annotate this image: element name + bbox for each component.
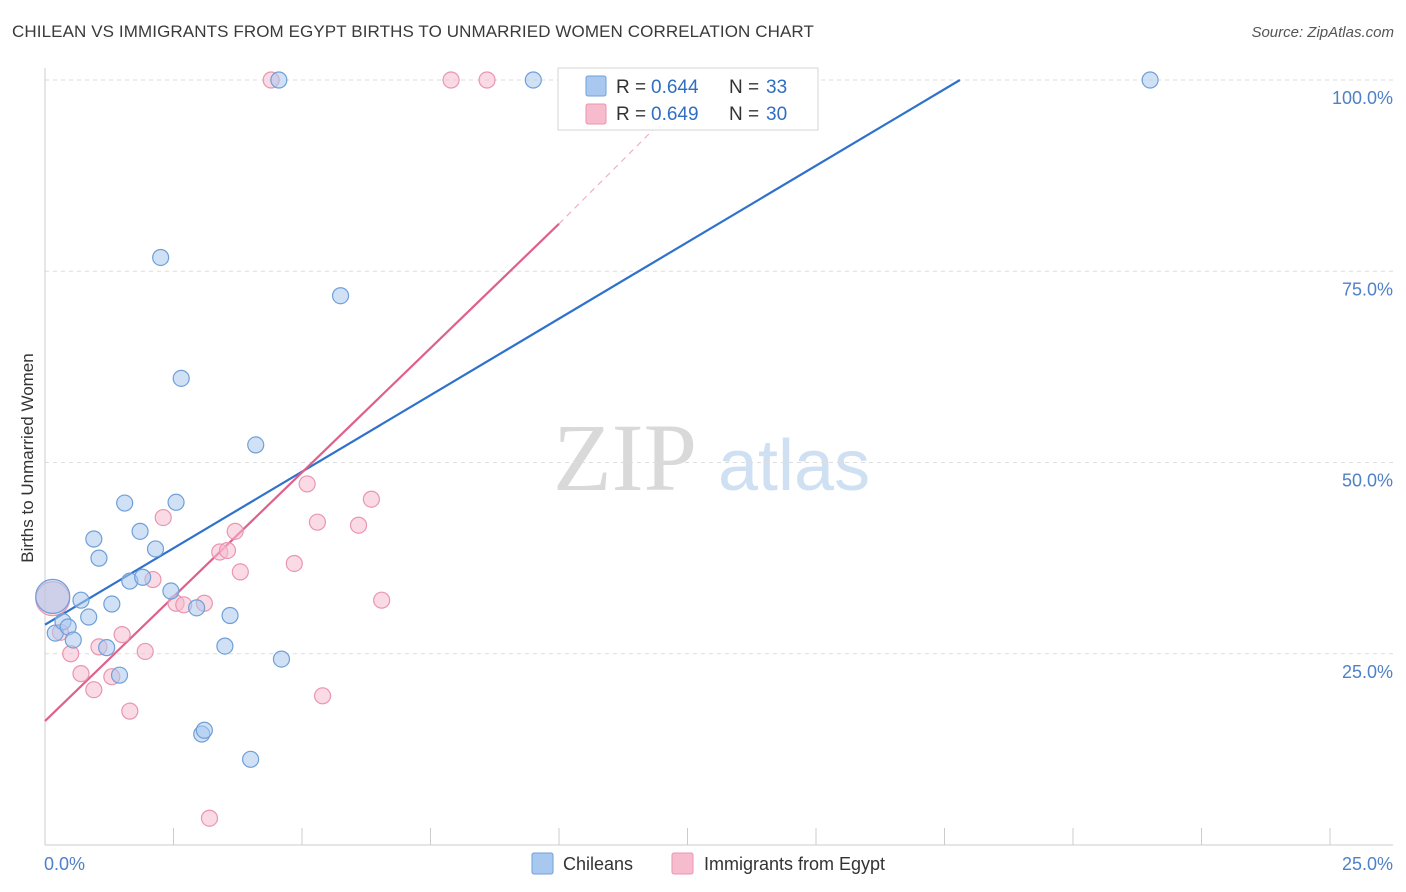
y-axis-label: Births to Unmarried Women — [18, 353, 37, 562]
y-tick-labels: 25.0% 50.0% 75.0% 100.0% — [1332, 88, 1393, 682]
point-chileans-26 — [242, 750, 260, 768]
point-chileans-8 — [90, 549, 108, 567]
x-tick-label-start: 0.0% — [44, 854, 85, 874]
legend-n-value-egypt: 30 — [766, 104, 787, 125]
point-egypt-15 — [200, 809, 219, 827]
point-chileans-9 — [98, 639, 116, 657]
point-chileans-7 — [85, 530, 103, 548]
legend-n-label-egypt: N = — [729, 104, 759, 125]
bottom-legend-label-chileans: Chileans — [563, 854, 633, 874]
point-chileans-18 — [162, 582, 180, 600]
point-chileans-25 — [221, 606, 239, 625]
legend-swatch-chileans — [585, 75, 607, 97]
point-egypt-27 — [373, 591, 391, 609]
watermark-atlas: atlas — [718, 426, 870, 506]
data-points — [35, 71, 1159, 827]
y-tick-label-100: 100.0% — [1332, 88, 1393, 108]
point-chileans-28 — [270, 71, 288, 89]
legend-r-value-egypt: 0.649 — [651, 104, 699, 125]
point-chileans-32 — [1141, 71, 1159, 89]
y-tick-label-50: 50.0% — [1342, 471, 1393, 491]
point-chileans-21 — [188, 599, 206, 617]
y-tick-label-25: 25.0% — [1342, 662, 1393, 682]
trend-line-egypt — [44, 223, 560, 722]
bottom-legend-swatch-egypt — [671, 852, 694, 875]
point-chileans-27 — [247, 436, 265, 454]
point-egypt-9 — [136, 642, 154, 661]
bottom-legend-label-egypt: Immigrants from Egypt — [704, 854, 885, 874]
x-tick-label-end: 25.0% — [1342, 854, 1393, 874]
point-chileans-31 — [524, 71, 542, 89]
legend-n-value-chileans: 33 — [766, 77, 787, 98]
trend-lines — [44, 79, 961, 722]
point-chileans-5 — [72, 591, 90, 609]
bottom-legend-swatch-chileans — [531, 852, 554, 875]
legend-r-label-egypt: R = — [616, 104, 646, 125]
point-chileans-14 — [131, 522, 149, 540]
point-egypt-29 — [478, 71, 496, 89]
point-egypt-21 — [285, 554, 303, 573]
point-chileans-23 — [195, 721, 213, 739]
point-chileans-19 — [167, 493, 185, 511]
point-chileans-30 — [331, 287, 350, 305]
point-egypt-25 — [349, 516, 368, 534]
point-egypt-19 — [231, 563, 249, 581]
y-tick-label-75: 75.0% — [1342, 279, 1393, 299]
trend-line-chileans — [44, 79, 961, 626]
chart-source: Source: ZipAtlas.com — [1251, 24, 1394, 41]
point-chileans-17 — [152, 248, 170, 267]
legend-swatch-egypt — [585, 103, 607, 125]
point-egypt-28 — [442, 71, 460, 89]
point-chileans-4 — [64, 631, 82, 649]
point-chileans-12 — [116, 494, 134, 512]
legend-r-value-chileans: 0.644 — [651, 77, 699, 98]
point-egypt-23 — [308, 513, 327, 531]
watermark-zip: ZIP — [553, 404, 697, 511]
point-chileans-10 — [103, 595, 121, 613]
point-egypt-22 — [298, 475, 316, 493]
x-ticks — [44, 828, 1331, 845]
legend: R = 0.644 N = 33 R = 0.649 N = 30 — [557, 67, 819, 131]
point-egypt-8 — [121, 702, 139, 720]
point-egypt-11 — [154, 508, 172, 527]
legend-r-label-chileans: R = — [616, 77, 646, 98]
point-chileans-16 — [146, 540, 165, 558]
point-egypt-26 — [362, 490, 380, 508]
chart-title: CHILEAN VS IMMIGRANTS FROM EGYPT BIRTHS … — [12, 22, 814, 41]
point-egypt-17 — [218, 541, 237, 560]
point-chileans-29 — [272, 650, 291, 668]
bottom-legend: Chileans Immigrants from Egypt — [531, 852, 885, 875]
point-chileans-6 — [80, 608, 98, 626]
point-chileans-11 — [110, 666, 129, 684]
point-chileans-24 — [216, 637, 234, 655]
point-egypt-18 — [226, 522, 244, 540]
point-chileans-20 — [172, 369, 190, 387]
point-egypt-7 — [113, 626, 131, 644]
point-egypt-4 — [85, 681, 103, 699]
point-chileans-0 — [35, 578, 71, 614]
legend-n-label-chileans: N = — [729, 77, 759, 98]
point-chileans-15 — [134, 568, 152, 586]
watermark: ZIP atlas — [553, 404, 870, 511]
point-egypt-3 — [72, 665, 90, 683]
point-egypt-24 — [313, 687, 332, 705]
